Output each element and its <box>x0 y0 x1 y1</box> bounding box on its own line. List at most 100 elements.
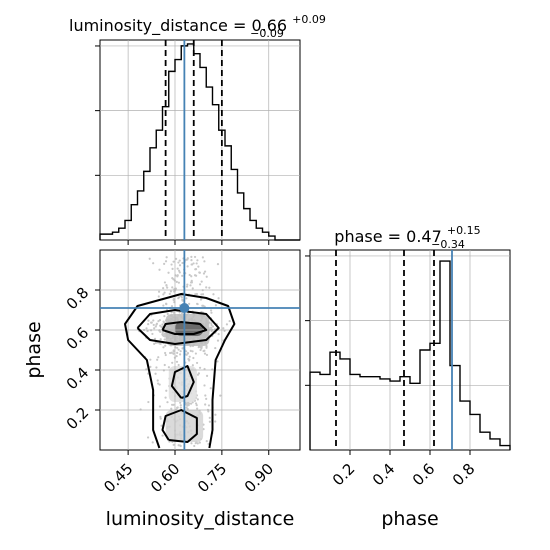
scatter-point <box>190 255 193 258</box>
scatter-point <box>201 293 205 296</box>
scatter-point <box>217 297 220 300</box>
scatter-point <box>225 323 229 326</box>
scatter-point <box>188 302 191 305</box>
scatter-point <box>194 442 197 445</box>
scatter-point <box>196 259 199 262</box>
contour-inner <box>161 321 208 335</box>
scatter-point <box>175 280 178 283</box>
joint-ytick-label: 0.4 <box>63 364 93 394</box>
scatter-point <box>205 275 208 278</box>
scatter-point <box>191 350 194 353</box>
scatter-point <box>198 366 202 369</box>
scatter-point <box>157 295 160 298</box>
scatter-point <box>177 363 180 367</box>
scatter-point <box>171 361 174 364</box>
scatter-point <box>205 353 209 357</box>
scatter-point <box>164 396 167 399</box>
scatter-point <box>162 304 165 307</box>
scatter-point <box>211 325 215 328</box>
scatter-point <box>177 281 180 284</box>
joint-contours <box>124 293 236 449</box>
scatter-point <box>153 342 156 345</box>
scatter-point <box>163 262 166 265</box>
scatter-point <box>157 290 161 293</box>
scatter-point <box>203 352 207 355</box>
scatter-point <box>195 404 198 407</box>
scatter-point <box>179 350 182 353</box>
scatter-point <box>186 283 189 286</box>
scatter-point <box>209 309 213 312</box>
contour-middle <box>170 365 195 399</box>
scatter-point <box>146 436 150 439</box>
scatter-point <box>205 439 208 443</box>
contour-outer <box>124 293 236 449</box>
scatter-point <box>196 407 199 410</box>
scatter-point <box>149 358 152 361</box>
scatter-point <box>165 256 168 259</box>
scatter-point <box>155 366 158 369</box>
scatter-point <box>179 401 182 404</box>
scatter-point <box>178 259 181 262</box>
scatter-point <box>162 293 165 296</box>
scatter-point <box>158 342 161 345</box>
scatter-point <box>172 260 175 263</box>
scatter-point <box>200 280 203 283</box>
scatter-point <box>196 398 199 401</box>
scatter-point <box>181 261 184 265</box>
joint-xtick-labels: 0.45 0.60 0.75 0.90 <box>100 450 277 496</box>
scatter-point <box>178 271 181 274</box>
scatter-point <box>160 325 163 329</box>
scatter-point <box>164 260 168 263</box>
joint-truth-lines <box>100 250 300 450</box>
scatter-point <box>167 366 170 369</box>
scatter-point <box>210 323 213 327</box>
phase-xtick-label: 0.2 <box>329 460 359 490</box>
scatter-point <box>178 311 181 314</box>
scatter-point <box>175 257 178 260</box>
scatter-point <box>159 417 162 420</box>
scatter-point <box>216 339 220 342</box>
scatter-point <box>154 325 157 328</box>
scatter-point <box>203 384 206 387</box>
scatter-point <box>187 403 190 407</box>
scatter-point <box>176 267 179 270</box>
scatter-point <box>190 263 193 266</box>
scatter-point <box>181 347 184 350</box>
scatter-point <box>165 389 168 392</box>
scatter-point <box>177 297 180 300</box>
scatter-point <box>190 275 193 278</box>
scatter-point <box>156 379 159 382</box>
scatter-point <box>210 311 213 314</box>
scatter-point <box>188 355 191 358</box>
ld-hist-step <box>99 43 300 241</box>
contour-middle <box>161 409 198 443</box>
scatter-point <box>163 314 166 318</box>
phase-xtick-label: 0.8 <box>449 460 479 490</box>
scatter-point <box>152 319 155 322</box>
scatter-point <box>202 272 206 275</box>
scatter-point <box>163 338 166 341</box>
joint-ytick-label: 0.8 <box>63 284 93 314</box>
scatter-point <box>181 274 184 277</box>
scatter-point <box>164 344 167 347</box>
phase-hist-ticks <box>305 255 471 455</box>
phase-title-main: phase = 0.47 <box>334 227 441 246</box>
scatter-point <box>201 256 204 259</box>
scatter-point <box>177 348 180 351</box>
scatter-point <box>186 265 189 268</box>
scatter-point <box>205 397 208 400</box>
scatter-point <box>176 351 179 354</box>
ld-hist-title: luminosity_distance = 0.66 +0.09 −0.09 <box>69 8 331 40</box>
scatter-point <box>214 420 217 423</box>
joint-xlabel: luminosity_distance <box>106 508 295 530</box>
phase-xtick-labels: 0.2 0.4 0.6 0.8 <box>329 460 479 490</box>
scatter-point <box>169 290 173 293</box>
scatter-point <box>163 333 166 336</box>
scatter-point <box>162 320 165 323</box>
scatter-point <box>164 353 167 357</box>
scatter-point <box>188 359 191 362</box>
scatter-point <box>149 365 152 368</box>
scatter-point <box>197 372 201 375</box>
scatter-point <box>203 260 206 263</box>
